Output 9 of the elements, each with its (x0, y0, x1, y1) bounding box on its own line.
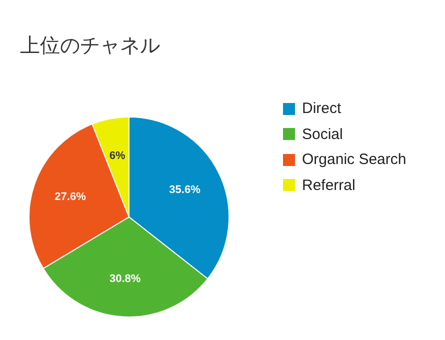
chart-title: 上位のチャネル (20, 34, 160, 59)
data-label: 35.6% (169, 184, 201, 196)
legend-label: Social (302, 126, 343, 143)
data-label: 27.6% (54, 191, 86, 204)
data-label: 30.8% (110, 272, 141, 285)
legend-label: Direct (302, 100, 342, 118)
data-label: 6% (109, 150, 126, 162)
legend-label: Referral (302, 176, 356, 194)
legend-label: Organic Search (302, 151, 406, 168)
